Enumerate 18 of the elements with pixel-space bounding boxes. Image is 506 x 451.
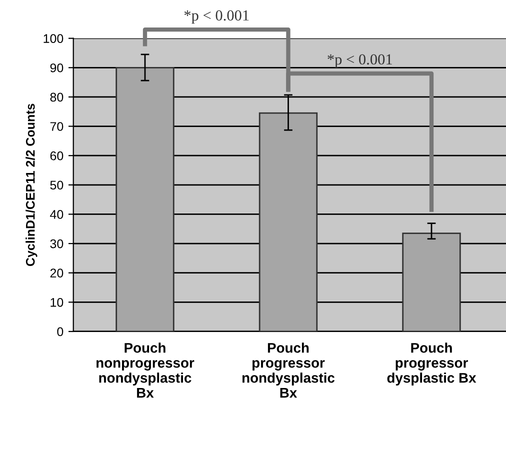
- annotation: *p < 0.001: [328, 54, 392, 68]
- y-tick-label: 70: [50, 122, 64, 131]
- y-tick-label: 0: [57, 327, 64, 336]
- bar: [402, 232, 461, 332]
- y-tick-label: 40: [50, 210, 64, 219]
- x-tick-label: Pouch progressor dysplastic Bx: [387, 342, 476, 386]
- y-tick-label: 80: [50, 92, 64, 102]
- x-tick-label: Pouch nonprogressor nondysplastic Bx: [96, 342, 194, 398]
- y-tick-label: 100: [44, 34, 64, 43]
- y-tick-label: 50: [50, 180, 64, 190]
- text: *p < 0.001: [184, 10, 249, 24]
- y-tick-label: 30: [50, 239, 64, 248]
- y-tick-label: 10: [50, 298, 64, 307]
- x-tick-label: Pouch progressor nondysplastic Bx: [242, 342, 335, 398]
- y-tick-label: 60: [50, 151, 64, 160]
- y-axis-title: CyclinD1/CEP11 2/2 Counts: [26, 104, 38, 266]
- y-tick-label: 90: [50, 63, 64, 72]
- y-tick-label: 20: [50, 268, 64, 278]
